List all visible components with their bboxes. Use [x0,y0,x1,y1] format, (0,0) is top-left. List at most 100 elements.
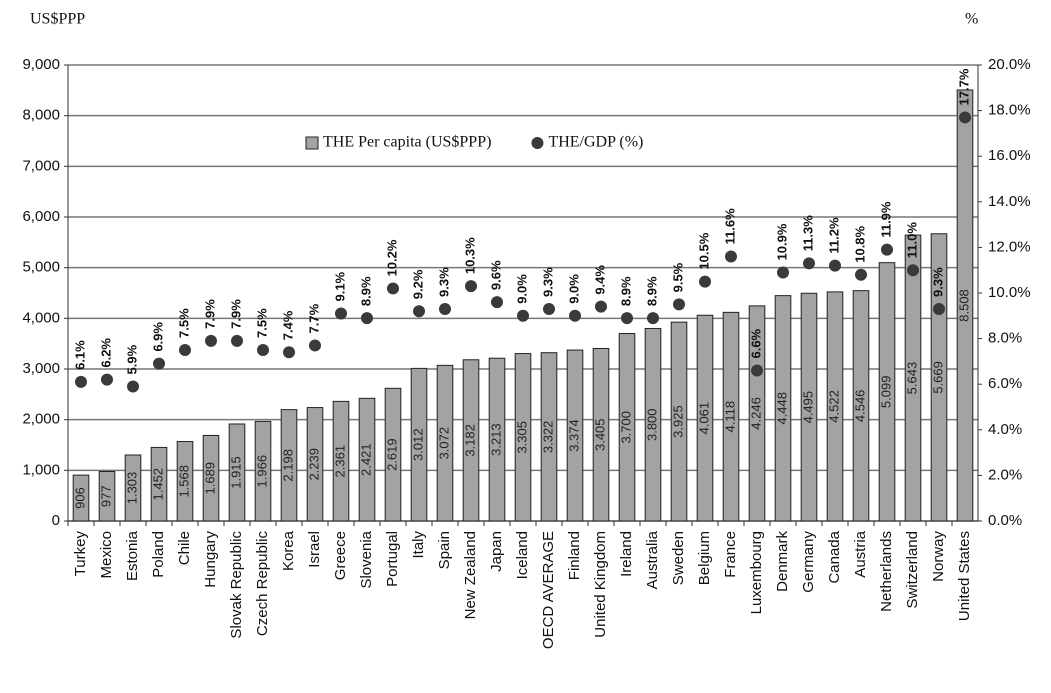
dot-value-label: 9.3% [436,267,451,297]
x-tick-label: Japan [488,531,505,572]
dot [933,302,945,315]
bar-value-label: 3.213 [488,423,503,456]
y-tick-label: 3,000 [22,360,60,377]
bar-value-label: 5.669 [930,361,945,394]
x-tick-label: Italy [410,531,427,559]
bar [852,290,870,522]
dot [517,309,529,322]
bar-value-label: 3.700 [618,411,633,444]
y-tick-label: 8,000 [22,107,60,124]
dot [881,243,893,256]
y-tick-label: 7,000 [22,157,60,174]
x-tick-label: Turkey [72,531,89,577]
x-tick-label: Sweden [670,531,687,585]
bar [878,262,896,522]
bar-value-label: 3.405 [592,418,607,451]
dot-value-label: 7.9% [202,299,217,329]
dot-value-label: 6.1% [72,340,87,370]
dot [673,298,685,311]
bar-value-label: 977 [98,485,113,507]
dot-value-label: 10.2% [384,239,399,276]
dot-value-label: 9.2% [410,269,425,299]
bar [826,291,844,522]
bar [436,364,454,522]
dot-value-label: 10.9% [774,223,789,260]
x-tick-label: Slovenia [358,530,375,588]
dot-value-label: 7.4% [280,310,295,340]
dot [439,302,451,315]
bar [670,321,688,522]
dot [699,275,711,288]
dot [257,344,269,356]
dot [621,312,633,325]
bar-value-label: 2.198 [280,449,295,482]
y2-tick-label: 12.0% [988,238,1031,255]
bar [124,454,142,522]
dot [725,250,737,263]
bar [228,423,246,522]
x-tick-label: New Zealand [462,531,479,619]
y2-tick-label: 0.0% [988,512,1022,529]
y-tick-label: 4,000 [22,309,60,326]
dot [855,268,867,281]
y-tick-label: 9,000 [22,56,60,73]
dot [803,257,815,270]
bar-value-label: 4.246 [748,397,763,430]
dot [75,375,87,388]
y-tick-label: 1,000 [22,461,60,478]
dot [907,264,919,277]
y2-tick-label: 2.0% [988,466,1022,483]
dot-value-label: 8.9% [618,276,633,306]
bar [72,474,90,522]
dot-value-label: 9.5% [670,262,685,292]
y-unit-label: US$PPP [30,11,85,28]
bar-value-label: 4.546 [852,390,867,423]
bar [202,434,220,522]
bar [540,352,558,522]
dot-value-label: 9.1% [332,271,347,301]
bar-value-label: 4.448 [774,392,789,425]
legend-label: THE/GDP (%) [548,134,643,151]
bar-value-label: 3.182 [462,424,477,457]
bar [384,387,402,522]
bar-value-label: 4.495 [800,391,815,424]
bar [800,292,818,522]
x-tick-label: France [722,531,739,578]
dot-value-label: 6.6% [748,328,763,358]
x-tick-label: OECD AVERAGE [540,531,557,649]
dot [829,259,841,272]
dot [959,111,971,124]
y2-tick-label: 8.0% [988,330,1022,347]
x-tick-label: United States [956,531,973,621]
x-tick-label: Australia [644,530,661,589]
y2-tick-label: 20.0% [988,56,1031,73]
dot-value-label: 17.7% [956,68,971,105]
y2-tick-label: 16.0% [988,147,1031,164]
dot-value-label: 7.7% [306,303,321,333]
dot [335,307,347,320]
bar [462,359,480,522]
dot [361,312,373,325]
dot [751,364,763,377]
dot-value-label: 9.3% [930,267,945,297]
legend-swatch [305,136,319,150]
y2-tick-label: 4.0% [988,421,1022,438]
y-tick-label: 0 [52,512,60,529]
dot [283,346,295,359]
bar [514,353,532,522]
x-tick-label: Chile [176,531,193,565]
bar [176,441,194,522]
bar-value-label: 4.522 [826,390,841,423]
dot [569,309,581,322]
bar-value-label: 5.643 [904,362,919,395]
bar-value-label: 3.072 [436,427,451,460]
x-tick-label: Denmark [774,531,791,592]
bar-value-label: 3.322 [540,421,555,454]
bar [644,327,662,522]
y2-unit-label: % [965,11,978,28]
x-tick-label: Switzerland [904,531,921,609]
bar-value-label: 4.061 [696,402,711,435]
bar-value-label: 1.915 [228,456,243,489]
bar [904,234,922,522]
bar-value-label: 3.925 [670,405,685,438]
